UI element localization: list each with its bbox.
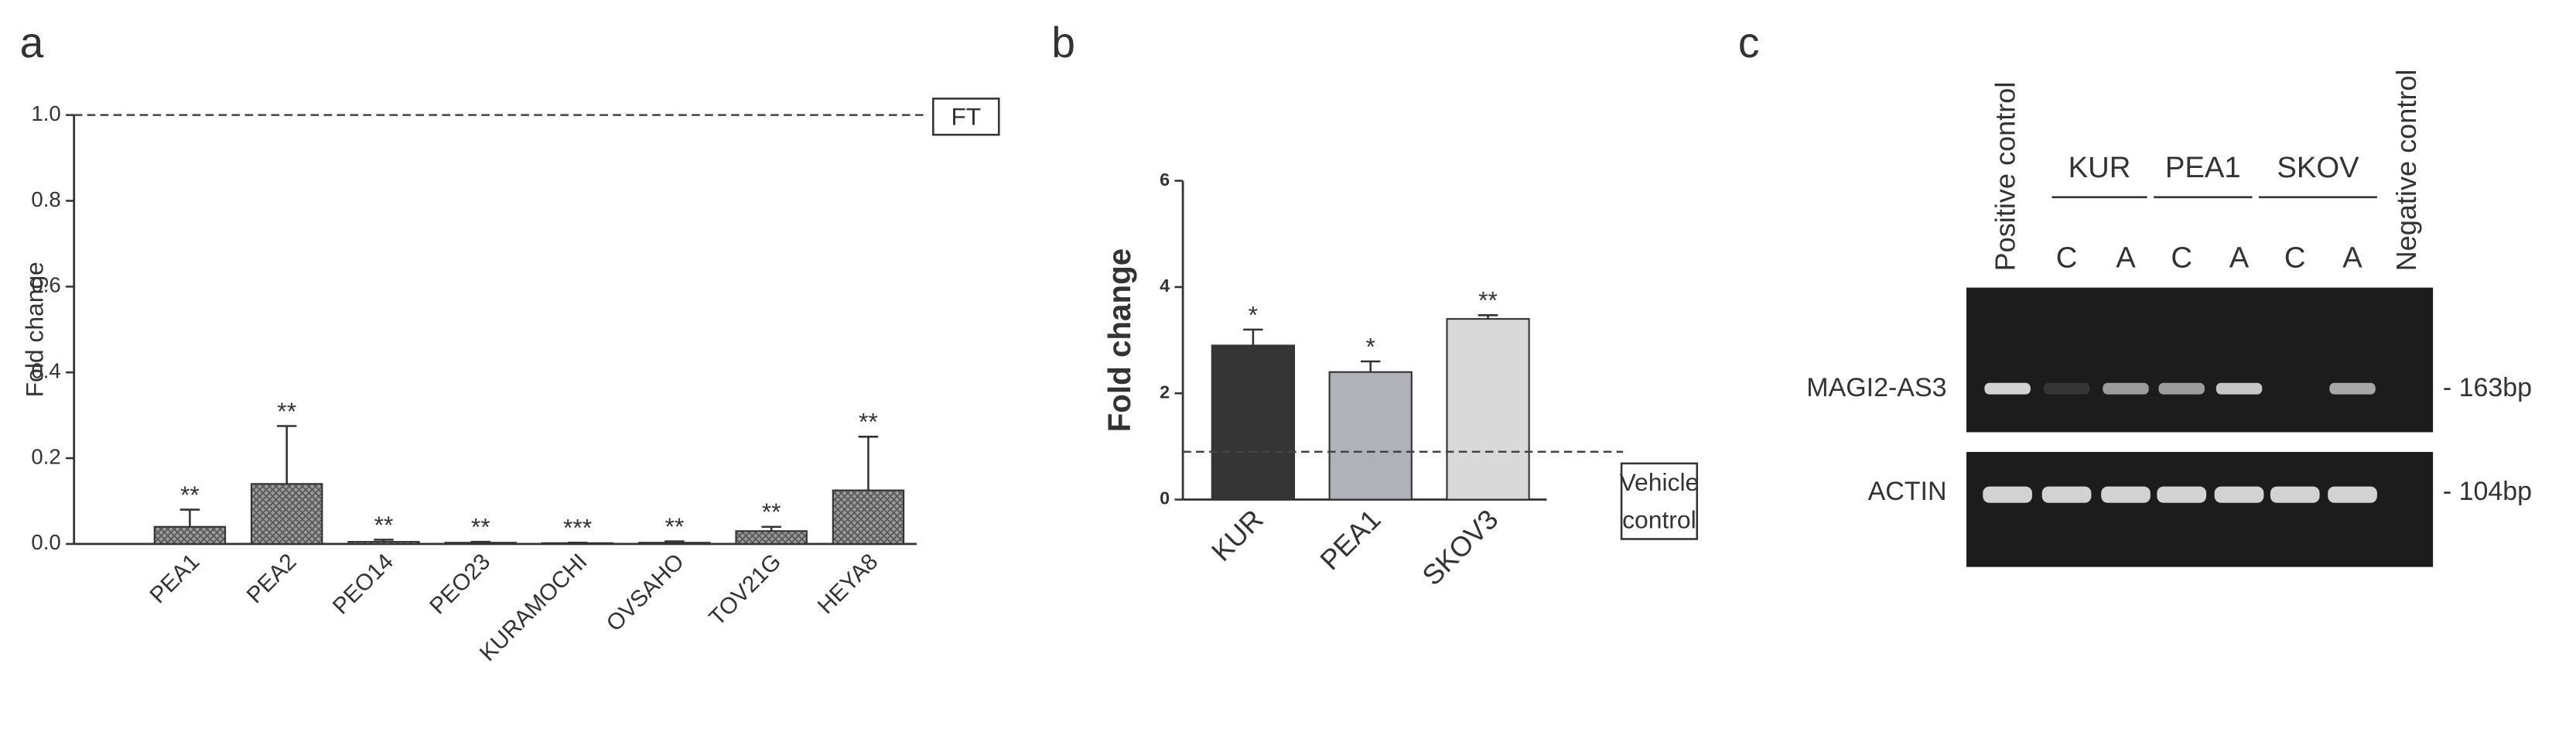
condition-label: C (2284, 241, 2306, 275)
error-bar (1478, 314, 1498, 320)
x-tick-label: PEA2 (242, 549, 302, 608)
gel-bottom (1966, 451, 2434, 567)
gel-top (1966, 287, 2434, 433)
significance: ** (471, 513, 490, 541)
bar (1446, 318, 1530, 501)
gel-band (2101, 486, 2151, 503)
gel-band (2329, 382, 2376, 395)
x-tick-label: PEA1 (1314, 503, 1386, 576)
panel-letter: a (20, 19, 44, 67)
reference-label: FT (951, 102, 981, 130)
error-bar (761, 525, 781, 532)
error-bar (664, 540, 685, 543)
significance: *** (563, 514, 592, 542)
x-tick-label: PEO23 (425, 549, 495, 619)
gel-band (2157, 486, 2207, 503)
x-tick-label: OVSAHO (602, 549, 689, 636)
bar (1211, 344, 1296, 501)
panel-letter: c (1738, 19, 1760, 67)
significance: ** (762, 498, 781, 525)
y-tick-label: 2 (1160, 382, 1170, 402)
x-tick-label: PEO14 (328, 549, 398, 619)
error-bar (1243, 328, 1263, 346)
y-tick-label: 0.6 (31, 273, 60, 297)
y-tick-label: 1.0 (31, 101, 60, 125)
significance: ** (374, 511, 394, 539)
y-tick-label: 0 (1160, 488, 1170, 508)
panel-letter: b (1051, 19, 1075, 67)
error-bar (858, 436, 879, 491)
significance: ** (277, 397, 296, 425)
y-axis-label: Fold change (1102, 248, 1137, 432)
y-axis-label: Fold change (20, 262, 48, 397)
bar (444, 542, 518, 545)
bar (1328, 371, 1413, 501)
condition-label: A (2342, 241, 2362, 275)
error-bar (276, 425, 297, 484)
reference-label: Vehicle (1620, 468, 1700, 496)
y-tick-label: 0.4 (31, 358, 60, 382)
lane-label: Positive control (1990, 82, 2021, 272)
error-bar (179, 508, 200, 527)
condition-label: C (2056, 241, 2078, 275)
reference-label: control (1622, 506, 1696, 534)
condition-label: A (2116, 241, 2136, 275)
y-tick-label: 0.0 (31, 530, 60, 554)
y-tick-label: 4 (1160, 276, 1170, 296)
reference-box (1620, 462, 1699, 540)
group-label: SKOV (2277, 151, 2359, 184)
size-label: - 163bp (2443, 373, 2532, 402)
y-tick-label: 0.2 (31, 444, 60, 468)
x-tick-label: HEYA8 (813, 549, 883, 619)
reference-box (932, 98, 1000, 136)
condition-label: C (2171, 241, 2192, 275)
error-bar (374, 539, 394, 542)
gel-band (2214, 486, 2264, 503)
bar (250, 483, 323, 545)
x-tick-label: PEA1 (145, 549, 204, 608)
x-tick-label: TOV21G (704, 549, 786, 631)
error-bar (567, 541, 588, 544)
gel-band (2158, 382, 2205, 395)
gel-band (2043, 382, 2090, 395)
y-tick-label: 6 (1160, 169, 1170, 190)
significance: ** (859, 408, 878, 436)
x-tick-label: KUR (1205, 503, 1269, 567)
gel-band (1983, 486, 2032, 503)
gel-band (2041, 486, 2092, 503)
y-tick-label: 0.8 (31, 187, 60, 211)
error-bar (1360, 360, 1381, 372)
significance: ** (664, 512, 684, 540)
bar (638, 542, 711, 545)
gel-band (2328, 486, 2377, 503)
bar (832, 489, 905, 545)
gel-band (2216, 382, 2263, 395)
gel-band (2270, 486, 2320, 503)
bar (153, 525, 227, 545)
gel-band (1984, 382, 2031, 395)
group-label: PEA1 (2165, 151, 2241, 184)
significance: ** (1478, 286, 1498, 314)
bar (347, 541, 420, 545)
row-label: ACTIN (1868, 477, 1947, 506)
gel-band (2103, 382, 2149, 395)
lane-label: Negative control (2390, 70, 2422, 272)
significance: * (1366, 332, 1375, 360)
row-label: MAGI2-AS3 (1806, 373, 1946, 402)
condition-label: A (2229, 241, 2250, 275)
significance: ** (180, 481, 200, 508)
group-label: KUR (2069, 151, 2131, 184)
significance: * (1249, 300, 1258, 328)
size-label: - 104bp (2443, 477, 2532, 506)
bar (735, 530, 808, 545)
x-tick-label: SKOV3 (1416, 503, 1504, 591)
